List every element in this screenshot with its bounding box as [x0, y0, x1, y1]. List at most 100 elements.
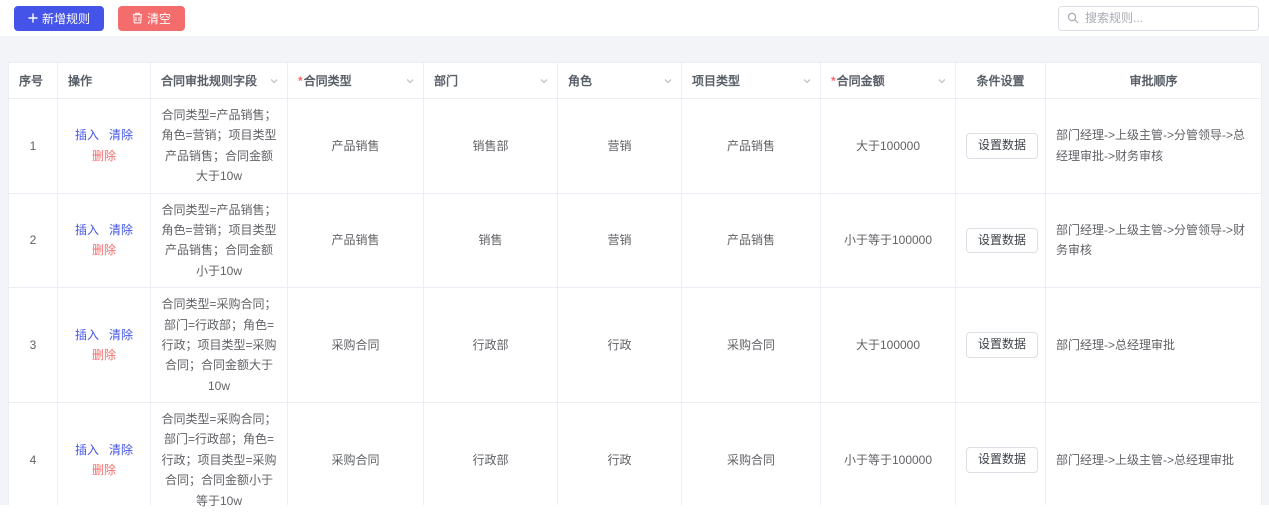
contract-type-cell: 产品销售: [287, 192, 424, 289]
set-data-button[interactable]: 设置数据: [966, 447, 1039, 473]
required-asterisk: *: [831, 74, 836, 88]
row-index: 4: [8, 402, 58, 514]
approval-order-cell: 部门经理->总经理审批: [1045, 287, 1262, 404]
chevron-down-icon[interactable]: [937, 76, 947, 86]
add-rule-button[interactable]: 新增规则: [14, 5, 105, 31]
department-cell: 行政部: [423, 287, 558, 404]
plus-icon: [28, 13, 38, 23]
row-actions: 插入 清除删除: [57, 402, 151, 514]
clear-button[interactable]: 清空: [118, 5, 186, 31]
horizontal-scrollbar-track[interactable]: [0, 505, 1269, 514]
department-cell: 销售部: [423, 98, 558, 194]
set-data-button[interactable]: 设置数据: [966, 227, 1039, 254]
role-cell: 营销: [557, 192, 682, 289]
column-header-rule-field[interactable]: 合同审批规则字段: [150, 62, 288, 99]
clear-link[interactable]: 清除: [109, 327, 134, 342]
condition-cell: 设置数据: [955, 287, 1046, 404]
clear-link[interactable]: 清除: [109, 442, 134, 457]
department-cell: 行政部: [423, 402, 558, 514]
rule-field-cell: 合同类型=产品销售；角色=营销；项目类型产品销售；合同金额小于10w: [150, 192, 288, 289]
column-header-contract-type[interactable]: *合同类型: [287, 62, 424, 99]
column-header-actions: 操作: [57, 62, 151, 99]
condition-cell: 设置数据: [955, 192, 1046, 289]
amount-cell: 大于100000: [820, 98, 956, 194]
contract-type-cell: 产品销售: [287, 98, 424, 194]
column-label: 角色: [568, 74, 593, 88]
chevron-down-icon[interactable]: [663, 76, 673, 86]
approval-order-cell: 部门经理->上级主管->分管领导->总经理审批->财务审核: [1045, 98, 1262, 194]
row-index: 2: [8, 192, 58, 289]
delete-link[interactable]: 删除: [91, 463, 116, 478]
rule-field-cell: 合同类型=产品销售；角色=营销；项目类型产品销售；合同金额大于10w: [150, 98, 288, 194]
condition-cell: 设置数据: [955, 98, 1046, 194]
chevron-down-icon[interactable]: [539, 76, 549, 86]
project-type-cell: 采购合同: [681, 402, 821, 514]
insert-link[interactable]: 插入: [74, 128, 99, 143]
set-data-button[interactable]: 设置数据: [966, 332, 1039, 358]
column-label: 序号: [19, 74, 44, 88]
search-icon: [1067, 12, 1079, 24]
chevron-down-icon[interactable]: [405, 76, 415, 86]
role-cell: 营销: [557, 98, 682, 194]
department-cell: 销售: [423, 192, 558, 289]
column-label: 审批顺序: [1129, 74, 1178, 88]
chevron-down-icon[interactable]: [269, 76, 279, 86]
project-type-cell: 产品销售: [681, 192, 821, 289]
column-label: 合同金额: [836, 74, 885, 88]
condition-cell: 设置数据: [955, 402, 1046, 514]
clear-link[interactable]: 清除: [109, 128, 134, 143]
table-panel: 序号 操作 合同审批规则字段 *合同类型 部门 角色 项目类型 *合同金额 条件设置 审批顺序 1…: [0, 36, 1269, 514]
project-type-cell: 产品销售: [681, 98, 821, 194]
table-row: 3 插入 清除删除 合同类型=采购合同；部门=行政部；角色=行政；项目类型=采购合同；…: [8, 287, 1262, 404]
contract-type-cell: 采购合同: [287, 287, 424, 404]
column-header-role[interactable]: 角色: [557, 62, 682, 99]
row-actions: 插入 清除删除: [57, 287, 151, 404]
rule-field-cell: 合同类型=采购合同；部门=行政部；角色=行政；项目类型=采购合同；合同金额小于等…: [150, 402, 288, 514]
row-actions: 插入 清除删除: [57, 98, 151, 194]
column-label: 项目类型: [692, 74, 741, 88]
column-label: 操作: [68, 74, 93, 88]
table-row: 1 插入 清除删除 合同类型=产品销售；角色=营销；项目类型产品销售；合同金额大于10…: [8, 98, 1262, 194]
approval-order-cell: 部门经理->上级主管->总经理审批: [1045, 402, 1262, 514]
trash-icon: [132, 12, 143, 24]
chevron-down-icon[interactable]: [802, 76, 812, 86]
search-input[interactable]: [1085, 11, 1250, 25]
project-type-cell: 采购合同: [681, 287, 821, 404]
column-header-amount[interactable]: *合同金额: [820, 62, 956, 99]
row-index: 3: [8, 287, 58, 404]
insert-link[interactable]: 插入: [74, 442, 99, 457]
column-label: 条件设置: [976, 74, 1025, 88]
amount-cell: 小于等于100000: [820, 192, 956, 289]
search-box: [1058, 5, 1259, 31]
delete-link[interactable]: 删除: [91, 348, 116, 363]
add-rule-label: 新增规则: [42, 11, 91, 26]
column-header-seq: 序号: [8, 62, 58, 99]
insert-link[interactable]: 插入: [74, 222, 99, 237]
amount-cell: 小于等于100000: [820, 402, 956, 514]
column-label: 合同类型: [303, 74, 352, 88]
column-header-approval: 审批顺序: [1045, 62, 1262, 99]
column-header-condition: 条件设置: [955, 62, 1046, 99]
row-actions: 插入 清除删除: [57, 192, 151, 289]
rules-table: 序号 操作 合同审批规则字段 *合同类型 部门 角色 项目类型 *合同金额 条件设置 审批顺序 1…: [8, 62, 1262, 514]
toolbar: 新增规则 清空: [0, 0, 1269, 36]
clear-link[interactable]: 清除: [109, 222, 134, 237]
delete-link[interactable]: 删除: [91, 243, 116, 258]
set-data-button[interactable]: 设置数据: [966, 132, 1039, 159]
amount-cell: 大于100000: [820, 287, 956, 404]
column-label: 合同审批规则字段: [161, 74, 258, 88]
role-cell: 行政: [557, 287, 682, 404]
column-header-project-type[interactable]: 项目类型: [681, 62, 821, 99]
required-asterisk: *: [298, 74, 303, 88]
role-cell: 行政: [557, 402, 682, 514]
delete-link[interactable]: 删除: [91, 148, 116, 163]
rule-field-cell: 合同类型=采购合同；部门=行政部；角色=行政；项目类型=采购合同；合同金额大于1…: [150, 287, 288, 404]
column-header-department[interactable]: 部门: [423, 62, 558, 99]
clear-label: 清空: [147, 11, 172, 26]
table-header-row: 序号 操作 合同审批规则字段 *合同类型 部门 角色 项目类型 *合同金额 条件设置 审批顺序: [8, 62, 1262, 99]
approval-order-cell: 部门经理->上级主管->分管领导->财务审核: [1045, 192, 1262, 289]
table-row: 2 插入 清除删除 合同类型=产品销售；角色=营销；项目类型产品销售；合同金额小于10…: [8, 192, 1262, 289]
contract-type-cell: 采购合同: [287, 402, 424, 514]
table-row: 4 插入 清除删除 合同类型=采购合同；部门=行政部；角色=行政；项目类型=采购合同；…: [8, 402, 1262, 514]
insert-link[interactable]: 插入: [74, 327, 99, 342]
